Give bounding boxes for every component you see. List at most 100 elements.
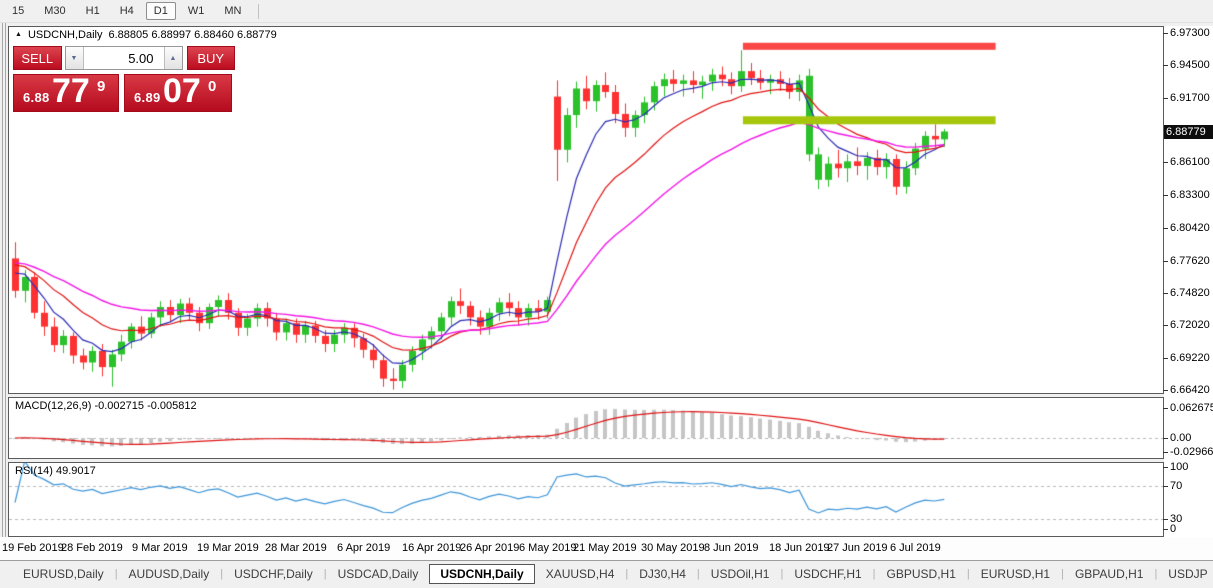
collapse-panel-icon[interactable]: ▲ xyxy=(15,30,22,38)
sell-price-point: 9 xyxy=(97,78,106,95)
axis-tick-mark xyxy=(1163,33,1168,34)
axis-tick-mark xyxy=(1163,486,1168,487)
chart-tab-EURUSD-H1[interactable]: EURUSD,H1 xyxy=(980,566,1051,581)
rsi-axis-label: 70 xyxy=(1170,480,1183,492)
buy-button[interactable]: BUY xyxy=(186,46,235,70)
chart-tab-GBPAUD-H1[interactable]: GBPAUD,H1 xyxy=(1074,566,1144,581)
date-axis-label: 6 May 2019 xyxy=(519,542,577,554)
date-axis-label: 27 Jun 2019 xyxy=(827,542,888,554)
window-splitter-line[interactable] xyxy=(2,23,3,560)
axis-tick-mark xyxy=(1163,65,1168,66)
timeframe-toolbar: 15 M30 H1 H4 D1 W1 MN xyxy=(0,0,1213,23)
volume-decrease-icon[interactable]: ▼ xyxy=(65,47,84,69)
chart-tab-USDCHF-Daily[interactable]: USDCHF,Daily xyxy=(234,566,313,581)
chart-tab-EURUSD-Daily[interactable]: EURUSD,Daily xyxy=(23,566,104,581)
sell-button[interactable]: SELL xyxy=(13,46,62,70)
volume-field[interactable]: 5.00 xyxy=(128,50,154,66)
timeframe-button-M30[interactable]: M30 xyxy=(44,5,66,17)
sell-price-pips: 77 xyxy=(52,72,90,110)
rsi-axis-label: 30 xyxy=(1170,513,1183,525)
price-axis-label: 6.72020 xyxy=(1170,319,1210,331)
chart-tab-XAUUSD-H4[interactable]: XAUUSD,H4 xyxy=(545,566,615,581)
timeframe-button-H1[interactable]: H1 xyxy=(85,5,100,17)
chart-tab-GBPUSD-H1[interactable]: GBPUSD,H1 xyxy=(886,566,956,581)
axis-tick-mark xyxy=(1163,325,1168,326)
rsi-canvas[interactable] xyxy=(9,463,1163,536)
rsi-label: RSI(14) 49.9017 xyxy=(15,465,96,477)
date-axis-label: 19 Mar 2019 xyxy=(197,542,259,554)
timeframe-button-W1[interactable]: W1 xyxy=(187,5,205,17)
chart-tab-bar: EURUSD,Daily | AUDUSD,Daily | USDCHF,Daily | U… xyxy=(0,560,1213,586)
axis-tick-mark xyxy=(1163,529,1168,530)
timeframe-button-15[interactable]: 15 xyxy=(12,5,25,17)
axis-tick-mark xyxy=(1163,261,1168,262)
date-axis-label: 16 Apr 2019 xyxy=(402,542,462,554)
date-axis-label: 6 Jul 2019 xyxy=(890,542,941,554)
chart-tab-USDCAD-Daily[interactable]: USDCAD,Daily xyxy=(337,566,419,581)
date-axis-label: 9 Mar 2019 xyxy=(132,542,188,554)
tab-separator: | xyxy=(114,567,118,580)
chart-tab-DJ30-H4[interactable]: DJ30,H4 xyxy=(639,566,686,581)
rsi-axis-label: 0 xyxy=(1170,523,1177,535)
macd-axis-label: -0.029668 xyxy=(1170,446,1213,458)
date-axis-label: 21 May 2019 xyxy=(573,542,637,554)
chart-tab-USDCHF-H1[interactable]: USDCHF,H1 xyxy=(794,566,862,581)
buy-price-pips: 07 xyxy=(163,72,201,110)
tab-separator: | xyxy=(696,567,700,580)
axis-tick-mark xyxy=(1163,195,1168,196)
chart-title: ▲ USDCNH,Daily 6.88805 6.88997 6.88460 6… xyxy=(15,29,277,41)
buy-price-display[interactable]: 6.89 07 0 xyxy=(124,72,232,112)
toolbar-separator xyxy=(258,3,260,19)
axis-tick-mark xyxy=(1163,408,1168,409)
timeframe-button-MN[interactable]: MN xyxy=(224,5,242,17)
main-chart-panel: ▲ USDCNH,Daily 6.88805 6.88997 6.88460 6… xyxy=(8,26,1164,394)
tab-separator: | xyxy=(220,567,224,580)
date-axis-label: 30 May 2019 xyxy=(641,542,705,554)
buy-price-point: 0 xyxy=(208,78,217,95)
axis-tick-mark xyxy=(1163,293,1168,294)
price-axis-label: 6.86100 xyxy=(1170,156,1210,168)
price-axis-label: 6.83300 xyxy=(1170,189,1210,201)
tab-separator: | xyxy=(625,567,629,580)
price-axis-label: 6.77620 xyxy=(1170,255,1210,267)
macd-axis-label: 0.00 xyxy=(1170,432,1192,444)
date-axis-label: 6 Apr 2019 xyxy=(337,542,391,554)
axis-tick-mark xyxy=(1163,452,1168,453)
axis-tick-mark xyxy=(1163,228,1168,229)
date-axis-label: 18 Jun 2019 xyxy=(769,542,830,554)
rsi-indicator-panel: RSI(14) 49.9017 xyxy=(8,462,1164,537)
tab-separator: | xyxy=(1154,567,1158,580)
axis-tick-mark xyxy=(1163,467,1168,468)
chart-tab-AUDUSD-Daily[interactable]: AUDUSD,Daily xyxy=(128,566,210,581)
macd-axis-label: 0.062675 xyxy=(1170,402,1213,414)
axis-tick-mark xyxy=(1163,358,1168,359)
one-click-trade-panel: SELL ▼ 5.00 ▲ BUY 6.88 77 9 6.89 07 0 xyxy=(13,46,235,112)
axis-tick-mark xyxy=(1163,438,1168,439)
tab-separator: | xyxy=(323,567,327,580)
price-axis-label: 6.74820 xyxy=(1170,287,1210,299)
chart-tab-USDJP[interactable]: USDJP xyxy=(1168,566,1208,581)
axis-tick-mark xyxy=(1163,162,1168,163)
window-splitter-line[interactable] xyxy=(5,23,6,560)
chart-tab-USDCNH-Daily[interactable]: USDCNH,Daily xyxy=(429,563,535,584)
date-axis-label: 28 Mar 2019 xyxy=(265,542,327,554)
price-axis-label: 6.94500 xyxy=(1170,59,1210,71)
timeframe-button-D1[interactable]: D1 xyxy=(145,2,176,20)
tab-separator: | xyxy=(872,567,876,580)
axis-tick-mark xyxy=(1163,519,1168,520)
macd-canvas[interactable] xyxy=(9,398,1163,458)
price-axis-label: 6.66420 xyxy=(1170,384,1210,396)
timeframe-button-H4[interactable]: H4 xyxy=(119,5,134,17)
volume-increase-icon[interactable]: ▲ xyxy=(163,47,182,69)
chart-tab-USDOil-H1[interactable]: USDOil,H1 xyxy=(710,566,770,581)
price-axis-label: 6.97300 xyxy=(1170,27,1210,39)
rsi-axis-label: 100 xyxy=(1170,461,1189,473)
price-axis-label: 6.80420 xyxy=(1170,222,1210,234)
sell-price-display[interactable]: 6.88 77 9 xyxy=(13,72,119,112)
price-axis-column xyxy=(1164,26,1213,537)
chart-ohlc-values: 6.88805 6.88997 6.88460 6.88779 xyxy=(108,29,277,41)
date-axis: 19 Feb 2019 28 Feb 2019 9 Mar 2019 19 Mar 2… xyxy=(0,537,1213,560)
current-price-tag: 6.88779 xyxy=(1164,125,1213,139)
macd-indicator-panel: MACD(12,26,9) -0.002715 -0.005812 xyxy=(8,397,1164,459)
tab-separator: | xyxy=(1061,567,1064,580)
